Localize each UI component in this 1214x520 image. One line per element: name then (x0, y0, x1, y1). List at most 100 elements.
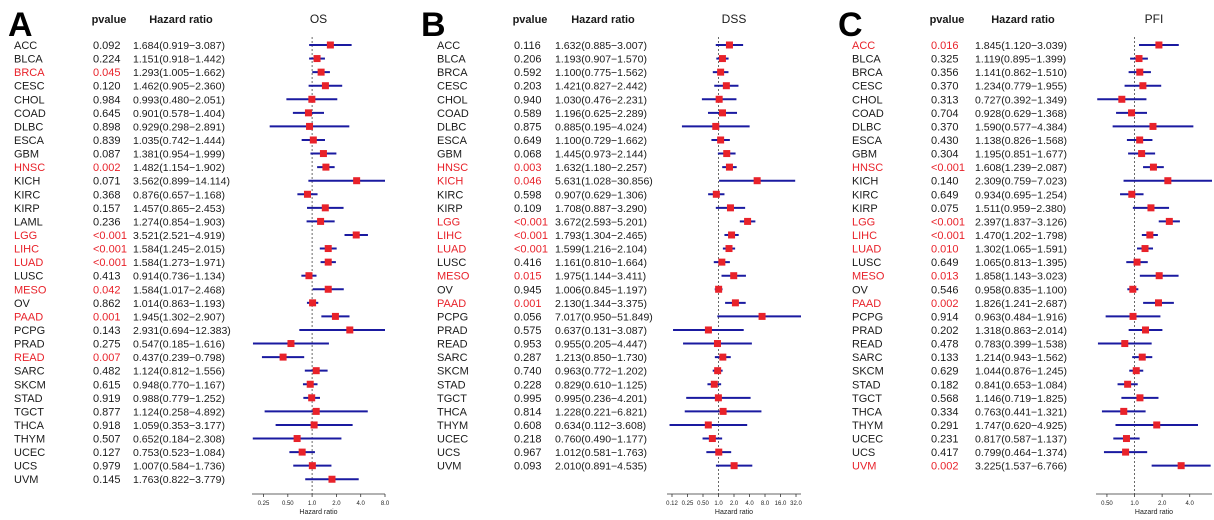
hr-point (725, 41, 733, 49)
hr-point (305, 272, 313, 280)
cancer-label: LUAD (437, 244, 466, 256)
pvalue-text: <0.001 (93, 244, 127, 256)
hr-point (713, 340, 721, 348)
hr-point (715, 448, 723, 456)
x-axis-label: Hazard ratio (1135, 509, 1173, 516)
pvalue-header: pvalue (513, 14, 548, 26)
cancer-label: UVM (14, 474, 38, 486)
cancer-label: ACC (852, 40, 875, 52)
x-tick-label: 1.0 (308, 501, 317, 507)
cancer-label: SKCM (437, 366, 469, 378)
pvalue-text: 0.093 (514, 461, 542, 473)
cancer-label: PAAD (852, 298, 881, 310)
hazard-ratio-text: 1.470(1.202−1.798) (975, 230, 1067, 242)
pvalue-text: 0.507 (93, 434, 121, 446)
pvalue-text: 0.224 (93, 54, 121, 66)
hr-point (704, 326, 712, 334)
x-tick-label: 8.0 (381, 501, 390, 507)
hazard-ratio-text: 0.928(0.629−1.368) (975, 108, 1067, 120)
hazard-ratio-text: 1.421(0.827−2.442) (555, 81, 647, 93)
pvalue-text: 0.649 (931, 189, 959, 201)
hr-point (328, 475, 336, 483)
pvalue-text: 0.045 (93, 67, 121, 79)
hazard-ratio-text: 3.562(0.899−14.114) (133, 176, 230, 188)
pvalue-text: 0.002 (931, 461, 959, 473)
hr-point (1135, 55, 1143, 63)
cancer-label: BRCA (437, 67, 468, 79)
cancer-label: UCEC (437, 434, 468, 446)
x-tick-label: 0.25 (258, 501, 270, 507)
hr-point (1124, 380, 1132, 388)
pvalue-text: 0.075 (931, 203, 959, 215)
panel-title: OS (310, 12, 327, 26)
cancer-label: READ (14, 352, 45, 364)
cancer-label: MESO (437, 271, 470, 283)
pvalue-text: 0.940 (514, 94, 542, 106)
hazard-ratio-text: 0.437(0.239−0.798) (133, 352, 225, 364)
hazard-ratio-text: 1.826(1.241−2.687) (975, 298, 1067, 310)
cancer-label: GBM (852, 149, 877, 161)
hazard-ratio-text: 0.948(0.770−1.167) (133, 379, 225, 391)
hazard-ratio-text: 0.958(0.835−1.100) (975, 284, 1067, 296)
cancer-label: PRAD (437, 325, 468, 337)
cancer-label: STAD (14, 393, 43, 405)
hr-point (287, 340, 295, 348)
hr-point (309, 136, 317, 144)
cancer-label: THCA (14, 420, 45, 432)
hazard-ratio-text: 1.044(0.876−1.245) (975, 366, 1067, 378)
hazard-ratio-text: 1.228(0.221−6.821) (555, 406, 647, 418)
pvalue-text: 0.546 (931, 284, 959, 296)
hazard-ratio-text: 1.632(1.180−2.257) (555, 162, 647, 174)
pvalue-text: <0.001 (93, 257, 127, 269)
hr-point (1153, 421, 1161, 429)
cancer-label: THYM (852, 420, 883, 432)
cancer-label: TGCT (437, 393, 467, 405)
hazard-ratio-text: 0.753(0.523−1.084) (133, 447, 225, 459)
pvalue-text: 0.430 (931, 135, 959, 147)
pvalue-text: 0.953 (514, 339, 542, 351)
pvalue-text: 0.068 (514, 149, 542, 161)
cancer-label: SARC (437, 352, 468, 364)
pvalue-text: 0.157 (93, 203, 121, 215)
x-axis-label: Hazard ratio (299, 509, 337, 516)
hazard-ratio-text: 1.584(1.273−1.971) (133, 257, 225, 269)
hazard-ratio-text: 1.457(0.865−2.453) (133, 203, 225, 215)
pvalue-text: 0.287 (514, 352, 542, 364)
hr-point (1146, 231, 1154, 239)
cancer-label: SARC (852, 352, 883, 364)
hr-point (704, 421, 712, 429)
hazard-ratio-text: 1.482(1.154−1.902) (133, 162, 225, 174)
hazard-ratio-text: 1.318(0.863−2.014) (975, 325, 1067, 337)
pvalue-text: 0.356 (931, 67, 959, 79)
x-tick-label: 1.0 (1130, 501, 1139, 507)
hazard-ratio-text: 1.214(0.943−1.562) (975, 352, 1067, 364)
hazard-ratio-text: 1.747(0.620−4.925) (975, 420, 1067, 432)
cancer-label: SKCM (14, 379, 46, 391)
cancer-label: DLBC (437, 121, 466, 133)
hazard-ratio-text: 0.963(0.772−1.202) (555, 366, 647, 378)
hr-point (1132, 367, 1140, 375)
hazard-ratio-text: 1.584(1.017−2.468) (133, 284, 225, 296)
hazard-ratio-text: 3.225(1.537−6.766) (975, 461, 1067, 473)
x-tick-label: 2.0 (1158, 501, 1167, 507)
pvalue-text: 0.087 (93, 149, 121, 161)
hr-point (352, 231, 360, 239)
hr-point (1122, 448, 1130, 456)
hr-point (1121, 340, 1129, 348)
hr-point (722, 82, 730, 90)
hr-point (312, 407, 320, 415)
pvalue-text: 0.325 (931, 54, 959, 66)
hr-point (1147, 204, 1155, 212)
hazard-ratio-text: 0.901(0.578−1.404) (133, 108, 225, 120)
hazard-ratio-text: 1.006(0.845−1.197) (555, 284, 647, 296)
cancer-label: PCPG (852, 311, 883, 323)
pvalue-text: <0.001 (514, 216, 548, 228)
hr-point (313, 55, 321, 63)
hazard-ratio-text: 1.100(0.775−1.562) (555, 67, 647, 79)
hazard-ratio-text: 1.065(0.813−1.395) (975, 257, 1067, 269)
hazard-ratio-text: 1.151(0.918−1.442) (133, 54, 225, 66)
hr-point (1120, 407, 1128, 415)
cancer-label: LUSC (852, 257, 881, 269)
cancer-label: CESC (14, 81, 45, 93)
cancer-label: TGCT (14, 406, 44, 418)
